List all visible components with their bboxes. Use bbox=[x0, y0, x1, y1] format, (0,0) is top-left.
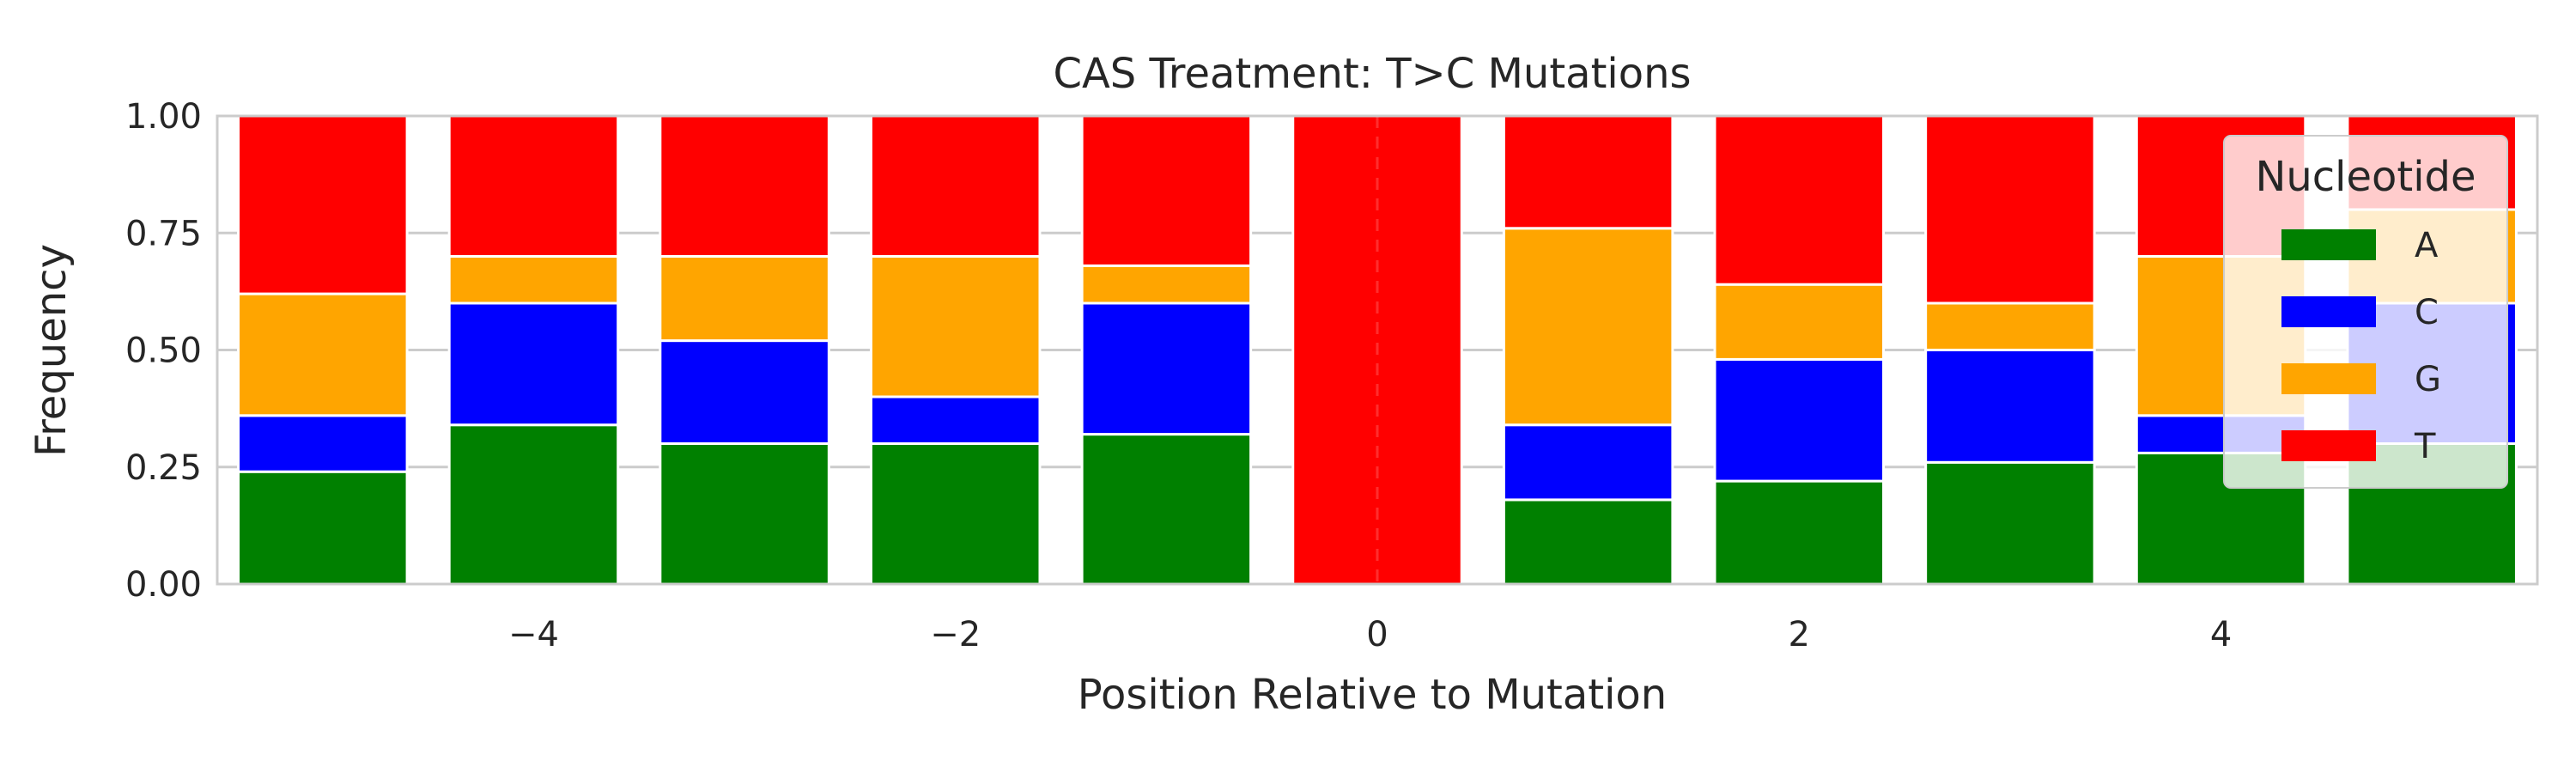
legend-label-A: A bbox=[2415, 226, 2439, 265]
x-tick-label: 4 bbox=[2210, 615, 2232, 654]
bar-T-pos--2 bbox=[869, 114, 1042, 258]
bar-G-pos--4 bbox=[447, 255, 620, 305]
legend-label-T: T bbox=[2414, 427, 2436, 466]
bar-G-pos--2 bbox=[869, 255, 1042, 399]
legend-swatch-T bbox=[2281, 430, 2376, 461]
y-tick-label: 1.00 bbox=[125, 97, 202, 137]
x-tick-label: 0 bbox=[1366, 615, 1388, 654]
bar-C-pos--5 bbox=[237, 414, 409, 473]
bar-A-pos-1 bbox=[1502, 498, 1674, 586]
bar-G-pos--5 bbox=[237, 292, 409, 417]
bar-C-pos--4 bbox=[447, 301, 620, 427]
bar-T-pos--3 bbox=[659, 114, 830, 258]
bar-A-pos--3 bbox=[659, 442, 830, 586]
legend-swatch-C bbox=[2281, 296, 2376, 327]
legend-swatch-A bbox=[2281, 229, 2376, 260]
bar-A-pos--4 bbox=[447, 423, 620, 586]
y-tick-label: 0.75 bbox=[125, 214, 202, 253]
x-tick-label: −4 bbox=[508, 615, 559, 654]
y-tick-label: 0.00 bbox=[125, 565, 202, 605]
chart-title: CAS Treatment: T>C Mutations bbox=[1053, 50, 1691, 98]
bar-A-pos-3 bbox=[1924, 460, 2096, 586]
bar-T-pos--5 bbox=[237, 114, 409, 295]
bar-T-pos-3 bbox=[1924, 114, 2096, 305]
bar-A-pos--5 bbox=[237, 470, 409, 586]
bar-C-pos-2 bbox=[1713, 357, 1886, 483]
bar-T-pos-1 bbox=[1502, 114, 1674, 230]
plot-area-border bbox=[216, 114, 2539, 586]
legend-label-G: G bbox=[2415, 360, 2441, 399]
bar-C-pos--2 bbox=[869, 395, 1042, 445]
legend-title: Nucleotide bbox=[2255, 153, 2476, 201]
bar-C-pos-1 bbox=[1502, 423, 1674, 502]
bar-A-pos-2 bbox=[1713, 479, 1886, 586]
x-axis-label: Position Relative to Mutation bbox=[1078, 671, 1667, 719]
y-tick-label: 0.50 bbox=[125, 332, 202, 371]
bar-A-pos--2 bbox=[869, 442, 1042, 586]
legend-swatch-G bbox=[2281, 363, 2376, 394]
y-tick-label: 0.25 bbox=[125, 448, 202, 488]
bar-G-pos-1 bbox=[1502, 227, 1674, 427]
legend-label-C: C bbox=[2415, 293, 2439, 332]
x-tick-label: 2 bbox=[1789, 615, 1810, 654]
bar-T-pos--1 bbox=[1080, 114, 1253, 267]
bar-G-pos--1 bbox=[1080, 264, 1253, 305]
bar-C-pos--1 bbox=[1080, 301, 1253, 436]
bar-C-pos--3 bbox=[659, 339, 830, 446]
y-tick-labels: 0.00 0.25 0.50 0.75 1.00 bbox=[125, 97, 202, 605]
y-axis-label: Frequency bbox=[27, 244, 76, 457]
x-tick-label: −2 bbox=[930, 615, 981, 654]
bar-C-pos-3 bbox=[1924, 349, 2096, 464]
bar-G-pos--3 bbox=[659, 255, 830, 343]
bar-T-pos-2 bbox=[1713, 114, 1886, 286]
bar-T-pos--4 bbox=[447, 114, 620, 258]
bar-G-pos-2 bbox=[1713, 283, 1886, 361]
bar-G-pos-3 bbox=[1924, 301, 2096, 351]
plot-frame bbox=[216, 114, 2539, 586]
x-tick-labels: −4 −2 0 2 4 bbox=[508, 615, 2232, 654]
bar-A-pos--1 bbox=[1080, 433, 1253, 586]
